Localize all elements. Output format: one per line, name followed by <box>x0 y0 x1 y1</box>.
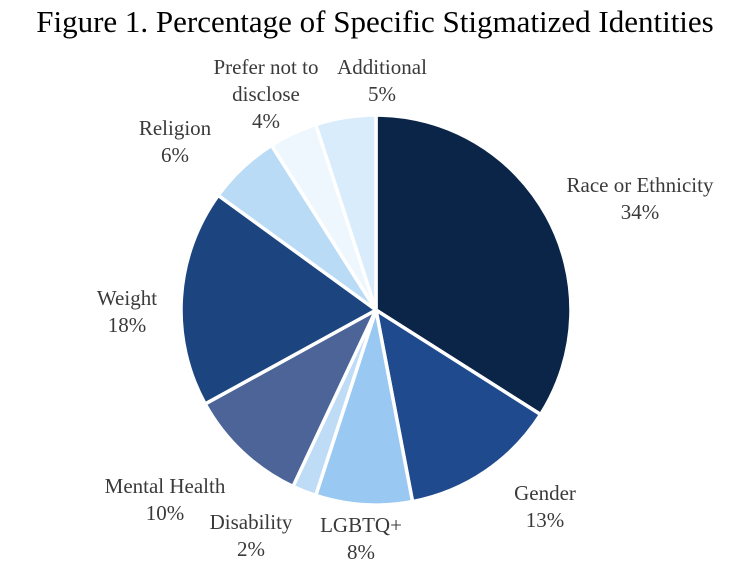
pie-slice-additional <box>313 113 378 312</box>
label-prefer-not-to-disclose: Prefer not to disclose 4% <box>213 55 319 133</box>
label-race-or-ethnicity: Race or Ethnicity 34% <box>566 173 714 224</box>
pie-slice-mental-health <box>203 308 378 489</box>
chart-title: Figure 1. Percentage of Specific Stigmat… <box>36 4 714 39</box>
label-additional: Additional 5% <box>337 55 427 106</box>
label-gender: Gender 13% <box>514 481 576 532</box>
pie-slice-weight <box>179 193 378 406</box>
pie-slice-lgbtq <box>313 308 415 507</box>
pie-slice-gender <box>374 308 543 504</box>
label-mental-health: Mental Health 10% <box>104 474 226 525</box>
label-lgbtq: LGBTQ+ 8% <box>320 513 402 564</box>
label-religion: Religion 6% <box>138 116 212 167</box>
label-disability: Disability 2% <box>209 510 293 561</box>
label-weight: Weight 18% <box>96 286 158 337</box>
